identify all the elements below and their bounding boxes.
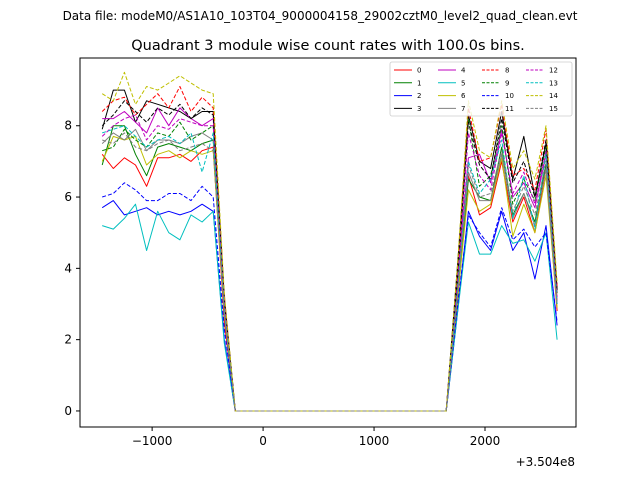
- series-line-14: [101, 71, 558, 412]
- chart-title: Quadrant 3 module wise count rates with …: [131, 38, 525, 54]
- legend-label-13: 13: [549, 79, 558, 87]
- series-line-7: [101, 128, 558, 412]
- y-tick-label: 6: [64, 190, 72, 204]
- legend-label-10: 10: [505, 92, 514, 100]
- plot-frame: [79, 57, 577, 428]
- legend-label-5: 5: [461, 79, 465, 87]
- figure-suptitle: Data file: modeM0/AS1A10_103T04_90000041…: [63, 9, 578, 23]
- legend-label-3: 3: [417, 105, 421, 113]
- series-line-12: [101, 114, 558, 412]
- legend-label-15: 15: [549, 105, 558, 113]
- legend-label-7: 7: [461, 105, 465, 113]
- x-tick-label: 1000: [359, 434, 390, 448]
- legend-label-14: 14: [549, 92, 558, 100]
- legend-label-12: 12: [549, 67, 558, 75]
- series-line-8: [101, 86, 558, 412]
- legend-label-0: 0: [417, 67, 421, 75]
- y-tick-label: 4: [64, 261, 72, 275]
- series-line-10: [102, 182, 558, 412]
- legend-box: [389, 61, 573, 117]
- legend-label-1: 1: [417, 79, 421, 87]
- series-line-13: [102, 125, 558, 412]
- series-line-2: [101, 200, 558, 412]
- series-line-15: [102, 132, 558, 412]
- x-tick-label: −1000: [132, 434, 173, 448]
- series-line-11: [101, 100, 558, 412]
- y-tick-label: 0: [64, 404, 72, 418]
- series-line-9: [102, 118, 558, 412]
- series-line-4: [102, 107, 558, 412]
- series-line-1: [101, 125, 558, 412]
- axes-layer: −1000 0 1000 2000 0 2 4 6 8: [64, 119, 500, 448]
- legend-label-11: 11: [505, 105, 514, 113]
- series-line-3: [101, 89, 558, 412]
- x-offset-label: +3.504e8: [516, 455, 575, 469]
- x-tick-label: 0: [259, 434, 267, 448]
- series-line-5: [102, 203, 558, 412]
- legend-label-2: 2: [417, 92, 421, 100]
- y-tick-label: 8: [64, 119, 72, 133]
- legend-label-9: 9: [505, 79, 509, 87]
- y-tick-label: 2: [64, 333, 72, 347]
- series-layer: [101, 71, 558, 412]
- x-tick-label: 2000: [470, 434, 501, 448]
- legend-label-4: 4: [461, 67, 466, 75]
- series-line-0: [101, 146, 558, 412]
- legend-label-6: 6: [461, 92, 466, 100]
- legend-label-8: 8: [505, 67, 509, 75]
